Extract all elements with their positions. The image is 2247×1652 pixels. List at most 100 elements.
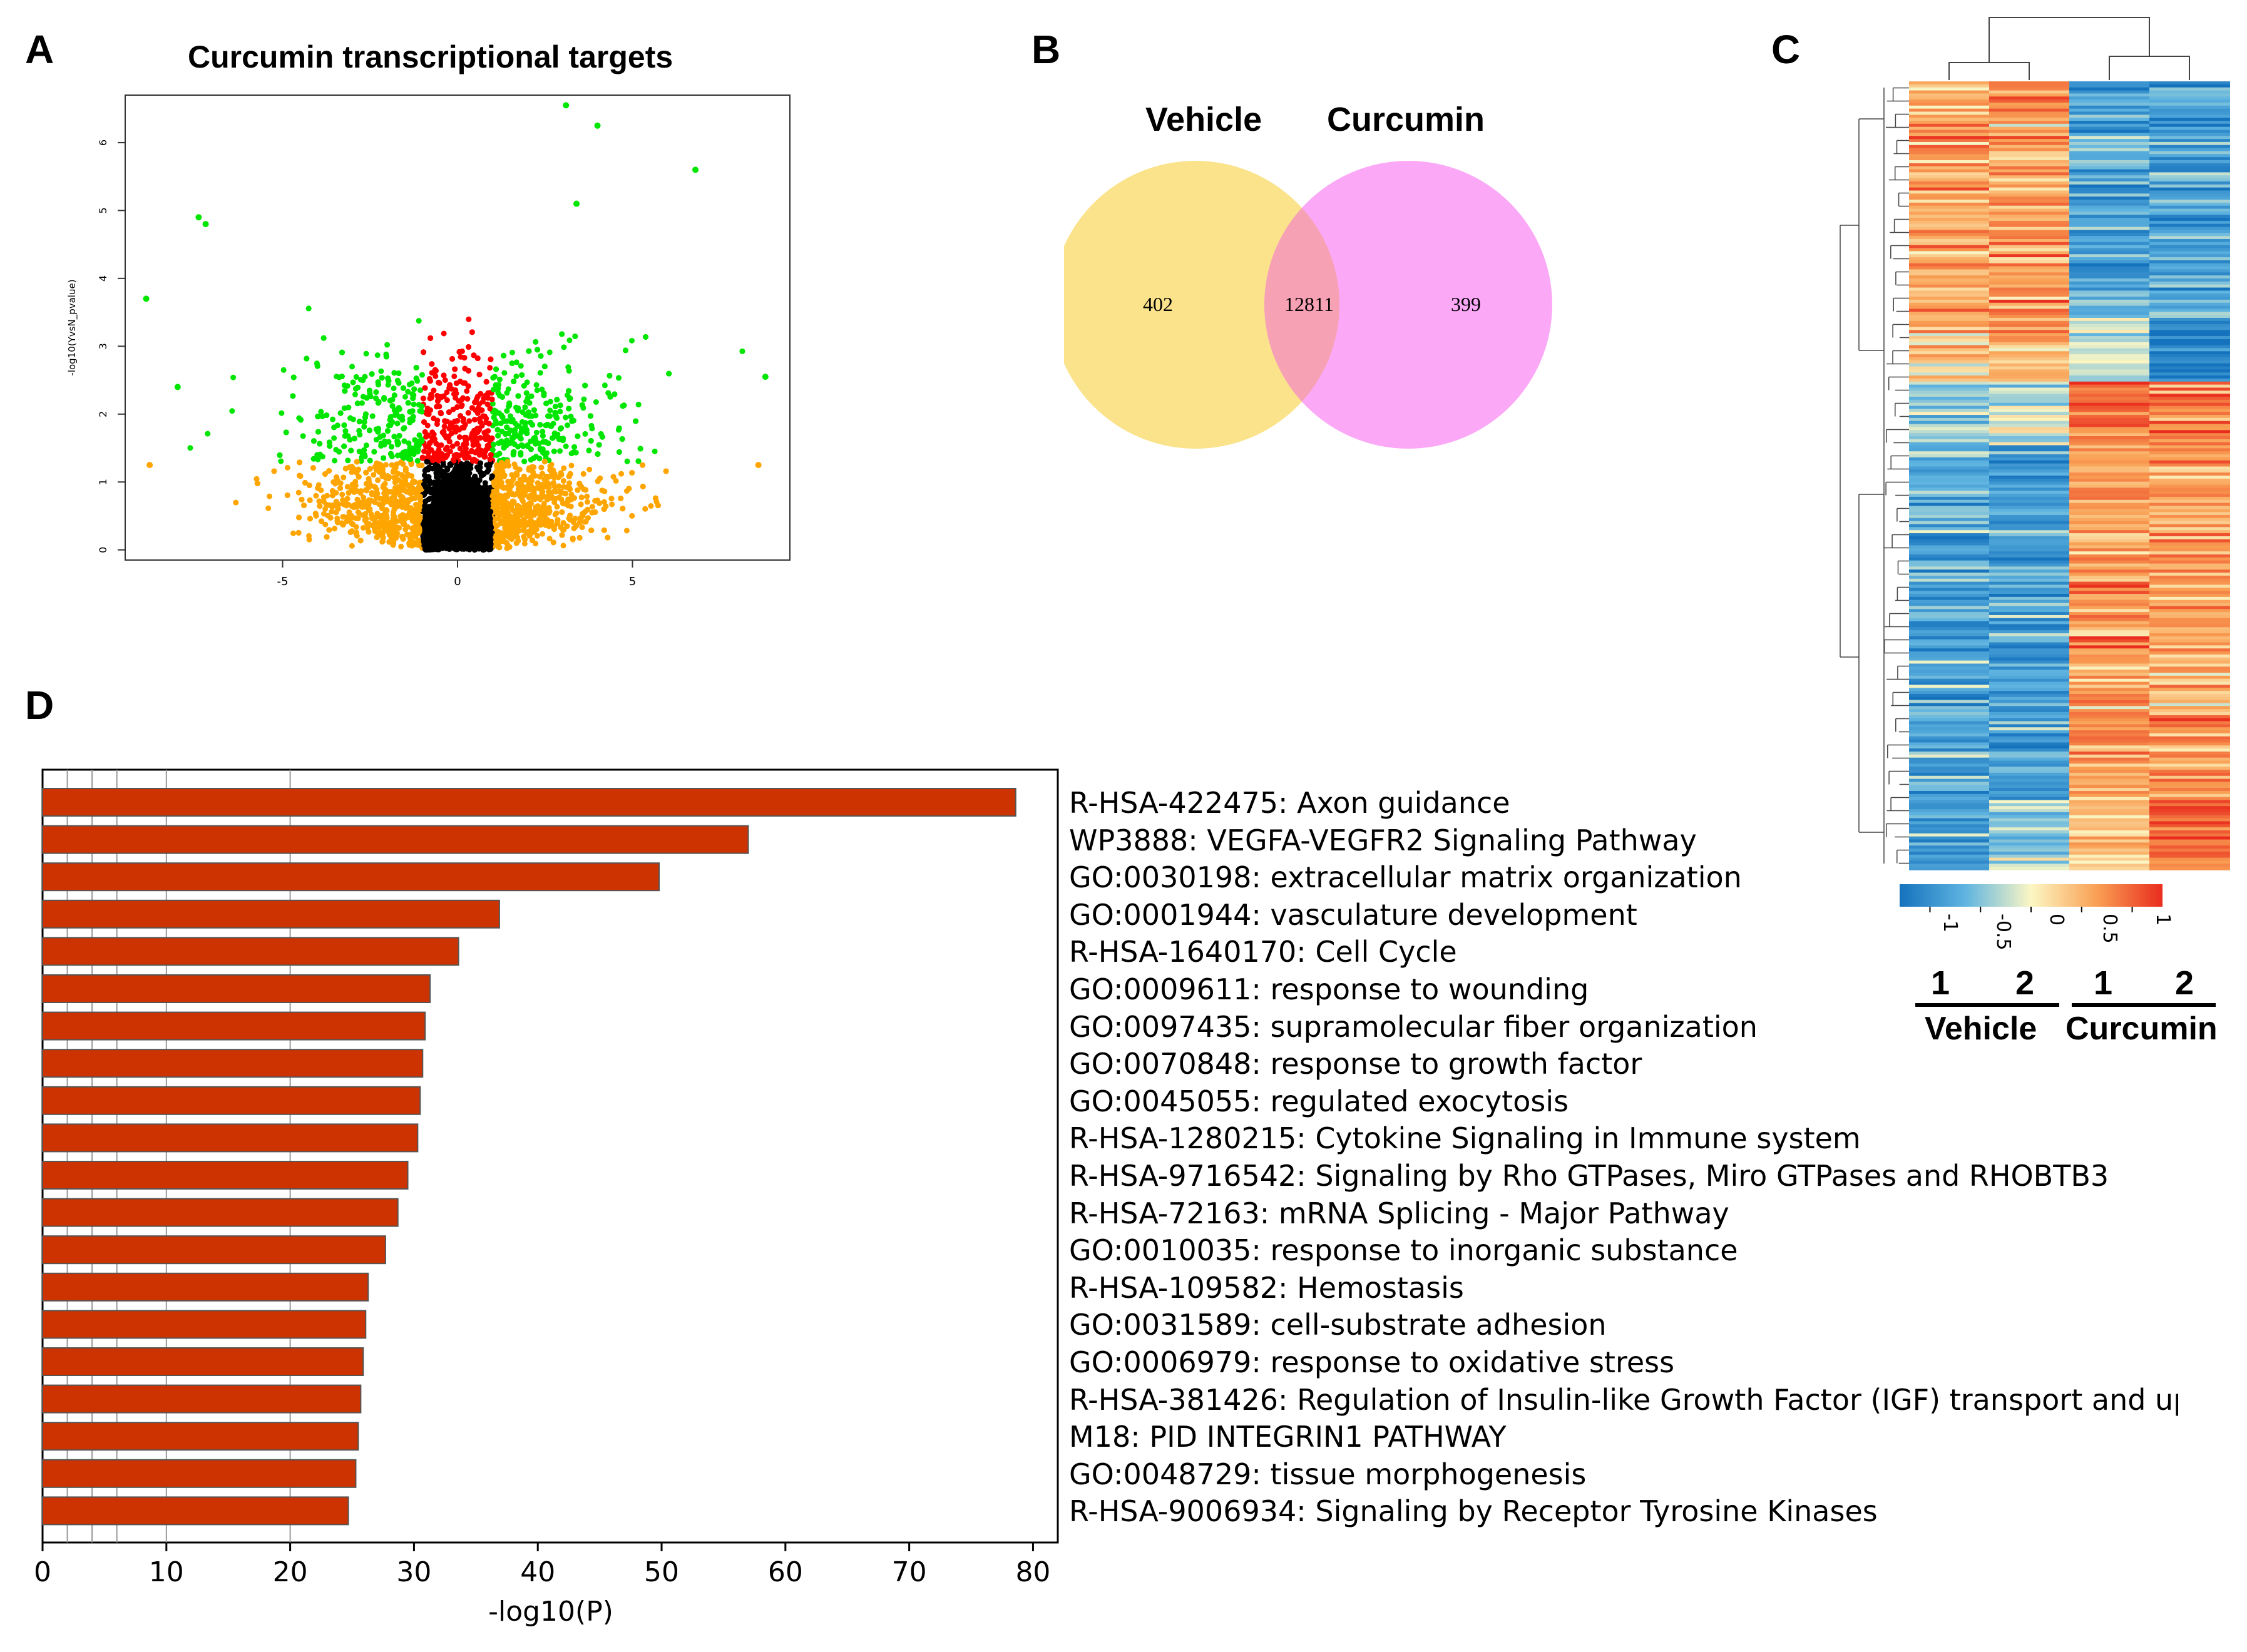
volcano-point	[377, 434, 383, 440]
volcano-point	[373, 389, 379, 395]
volcano-point	[483, 379, 489, 385]
volcano-point	[578, 501, 584, 507]
volcano-point	[526, 501, 532, 507]
volcano-point	[313, 512, 319, 519]
volcano-point	[579, 524, 585, 531]
volcano-point	[337, 485, 344, 491]
volcano-point	[280, 367, 287, 373]
volcano-point	[529, 413, 535, 419]
volcano-point	[601, 382, 608, 389]
volcano-point	[462, 380, 468, 386]
volcano-point	[384, 527, 391, 533]
volcano-point	[601, 506, 607, 512]
volcano-point	[427, 335, 434, 341]
volcano-point	[410, 414, 416, 420]
volcano-point	[491, 407, 498, 414]
volcano-point	[350, 379, 356, 385]
volcano-point	[322, 471, 328, 477]
volcano-point	[504, 424, 510, 431]
volcano-point	[459, 396, 465, 402]
volcano-point	[551, 448, 557, 454]
volcano-point	[463, 441, 469, 447]
volcano-point	[474, 394, 481, 400]
volcano-point	[329, 509, 335, 515]
volcano-point	[510, 476, 516, 482]
volcano-point	[629, 512, 635, 519]
volcano-point	[550, 539, 556, 546]
volcano-point	[405, 400, 411, 406]
volcano-point	[356, 419, 362, 425]
volcano-point	[361, 494, 367, 501]
volcano-point	[283, 429, 289, 436]
volcano-point	[529, 538, 535, 544]
volcano-point	[371, 472, 377, 478]
volcano-point	[495, 385, 501, 392]
volcano-point	[637, 446, 643, 452]
volcano-point	[295, 529, 302, 536]
volcano-point	[601, 499, 607, 505]
volcano-point	[358, 377, 364, 383]
volcano-point	[580, 471, 586, 477]
volcano-point	[512, 427, 518, 433]
volcano-point	[315, 456, 321, 462]
volcano-point	[429, 435, 436, 441]
volcano-point	[412, 533, 419, 539]
volcano-point	[537, 370, 543, 376]
volcano-point	[353, 531, 359, 537]
volcano-point	[449, 356, 456, 362]
volcano-point	[390, 542, 396, 548]
volcano-point	[541, 459, 548, 465]
volcano-point	[586, 466, 593, 472]
volcano-point	[396, 525, 402, 531]
volcano-point	[345, 457, 351, 464]
volcano-point	[375, 477, 381, 483]
volcano-point	[375, 429, 381, 435]
volcano-point	[460, 418, 466, 424]
volcano-point	[473, 407, 479, 414]
volcano-point	[530, 469, 536, 475]
volcano-point	[384, 342, 391, 348]
volcano-point	[509, 349, 515, 355]
volcano-point	[563, 491, 569, 497]
volcano-point	[405, 389, 411, 395]
volcano-point	[540, 429, 546, 435]
volcano-point	[381, 442, 387, 448]
volcano-point	[334, 477, 340, 483]
volcano-point	[587, 413, 593, 419]
volcano-point	[493, 481, 499, 487]
volcano-point	[344, 484, 351, 490]
volcano-point	[555, 517, 561, 523]
volcano-point	[489, 400, 496, 407]
volcano-point	[379, 538, 386, 544]
volcano-point	[381, 455, 387, 461]
volcano-point	[469, 431, 475, 437]
volcano-point	[327, 514, 334, 521]
volcano-point	[541, 392, 547, 399]
volcano-point	[522, 536, 528, 543]
volcano-point	[391, 385, 397, 392]
volcano-point	[548, 399, 554, 405]
volcano-point	[550, 480, 556, 486]
volcano-point	[440, 429, 446, 436]
volcano-point	[319, 454, 325, 460]
volcano-point	[469, 329, 475, 335]
volcano-point	[386, 539, 392, 545]
volcano-point	[505, 431, 511, 437]
volcano-point	[290, 530, 297, 536]
volcano-point	[493, 487, 499, 493]
volcano-point	[432, 367, 438, 373]
volcano-point	[331, 435, 337, 441]
volcano-point	[284, 492, 290, 498]
volcano-point	[525, 442, 531, 449]
volcano-point	[486, 421, 492, 427]
volcano-point	[337, 410, 344, 416]
volcano-point	[513, 540, 520, 546]
volcano-point	[369, 491, 375, 497]
volcano-point	[339, 491, 345, 497]
volcano-point	[438, 410, 444, 417]
volcano-point	[580, 511, 586, 517]
volcano-point	[511, 492, 518, 498]
volcano-point	[487, 405, 493, 412]
volcano-point	[384, 428, 391, 434]
volcano-point	[354, 488, 360, 494]
